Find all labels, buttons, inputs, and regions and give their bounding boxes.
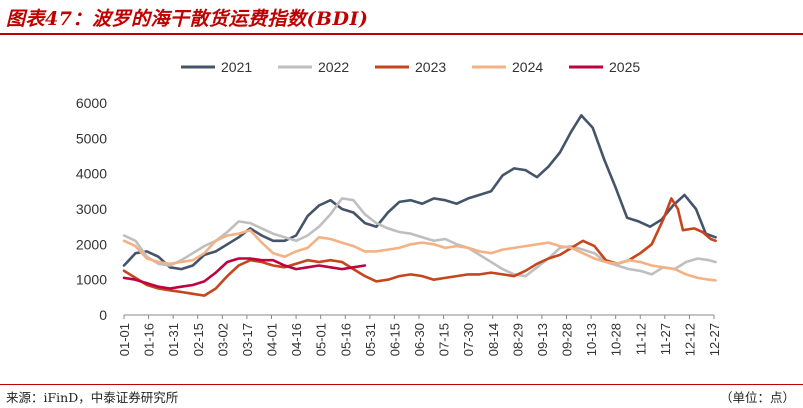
title-divider [0,33,803,35]
x-tick-label: 05-01 [314,323,329,356]
x-tick-label: 08-14 [486,323,501,356]
legend-label-2021: 2021 [221,59,252,75]
series-line-2024 [122,228,717,282]
y-tick-label: 6000 [76,95,107,111]
x-tick-label: 05-16 [338,323,353,356]
y-tick-label: 1000 [76,272,107,288]
y-tick-label: 0 [99,307,107,323]
legend-label-2023: 2023 [415,59,446,75]
y-tick-label: 5000 [76,130,107,146]
legend-label-2025: 2025 [609,59,640,75]
x-tick-label: 04-01 [265,323,280,356]
x-tick-label: 05-31 [363,323,378,356]
x-tick-label: 06-15 [387,323,402,356]
x-tick-label: 10-13 [584,323,599,356]
x-tick-label: 01-31 [166,323,181,356]
x-tick-label: 03-17 [240,323,255,356]
y-axis: 0 1000 2000 3000 4000 5000 6000 [76,95,107,323]
series-line-2025 [122,257,367,290]
x-tick-label: 08-29 [510,323,525,356]
x-tick-label: 03-02 [215,323,230,356]
x-tick-label: 10-28 [609,323,624,356]
legend-label-2024: 2024 [512,59,543,75]
x-tick-label: 07-30 [461,323,476,356]
x-tick-label: 06-30 [412,323,427,356]
x-tick-label: 01-16 [142,323,157,356]
x-tick-label: 12-12 [682,323,697,356]
figure-title: 图表47：波罗的海干散货运费指数(BDI) [6,8,369,30]
plot-area [122,114,717,297]
x-tick-label: 02-15 [191,323,206,356]
x-tick-label: 01-01 [117,323,132,356]
x-tick-label: 11-27 [658,323,673,355]
unit-note: （单位：点） [719,390,795,405]
y-tick-label: 2000 [76,236,107,252]
source-note: 来源：iFinD，中泰证券研究所 [6,390,179,405]
legend-label-2022: 2022 [318,59,349,75]
x-tick-label: 09-28 [560,323,575,356]
chart-legend: 2021 2022 2023 2024 2025 [181,59,640,75]
y-tick-label: 4000 [76,166,107,182]
x-axis: 01-01 01-16 01-31 02-15 03-02 03-17 04-01 04-16… [117,314,722,356]
y-tick-label: 3000 [76,201,107,217]
x-tick-label: 09-13 [535,323,550,356]
x-tick-label: 11-12 [633,323,648,355]
x-tick-label: 04-16 [289,323,304,356]
bdi-line-chart: 2021 2022 2023 2024 2025 0 1000 2000 3000 4000 50… [76,59,722,356]
series-line-2022 [122,197,717,278]
footer-divider [0,384,803,385]
series-line-2021 [122,114,717,271]
x-tick-label: 12-27 [707,323,722,356]
x-tick-label: 07-15 [437,323,452,356]
series-line-2023 [122,197,717,297]
